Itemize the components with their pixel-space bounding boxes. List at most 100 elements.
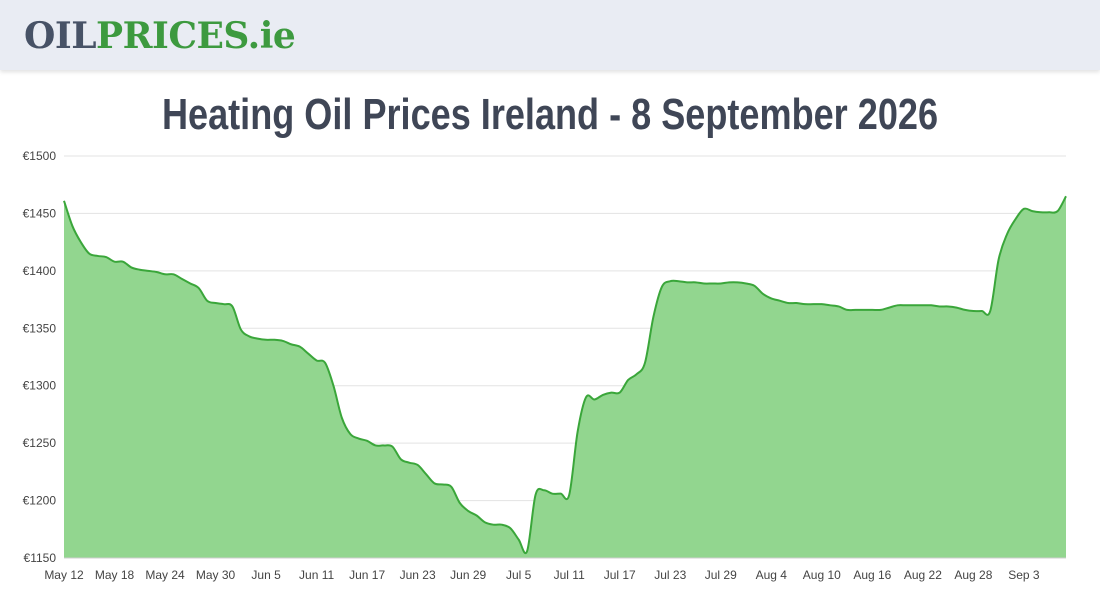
data-point — [736, 280, 740, 284]
data-point — [912, 303, 916, 307]
data-point — [955, 306, 959, 310]
data-point — [592, 397, 596, 401]
data-point — [138, 268, 142, 272]
data-point — [171, 272, 175, 276]
logo-text-prices: PRICES — [96, 15, 248, 57]
data-point — [643, 361, 647, 365]
x-tick-label: Aug 28 — [954, 568, 992, 582]
data-point — [155, 270, 159, 274]
data-point — [744, 281, 748, 285]
data-point — [315, 358, 319, 362]
y-tick-label: €1250 — [23, 436, 57, 450]
logo-text-domain: .ie — [247, 15, 296, 57]
data-point — [778, 299, 782, 303]
data-point — [929, 303, 933, 307]
data-point — [769, 296, 773, 300]
data-point — [256, 337, 260, 341]
data-point — [988, 309, 992, 313]
price-area — [64, 196, 1066, 558]
data-point — [879, 308, 883, 312]
data-point — [635, 372, 639, 376]
data-point — [828, 303, 832, 307]
data-point — [845, 308, 849, 312]
data-point — [618, 391, 622, 395]
data-point — [694, 280, 698, 284]
data-point — [710, 281, 714, 285]
data-point — [660, 285, 664, 289]
data-point — [795, 301, 799, 305]
data-point — [129, 265, 133, 269]
data-point — [222, 302, 226, 306]
x-tick-label: Jun 11 — [299, 568, 334, 582]
data-point — [357, 437, 361, 441]
data-point — [340, 416, 344, 420]
x-tick-label: Jun 17 — [349, 568, 385, 582]
price-line — [63, 195, 1067, 555]
data-point — [601, 393, 605, 397]
data-point — [946, 304, 950, 308]
data-point — [761, 292, 765, 296]
data-point — [576, 430, 580, 434]
data-point — [146, 269, 150, 273]
data-point — [534, 493, 538, 497]
data-point — [837, 304, 841, 308]
data-point — [390, 445, 394, 449]
page-title: Heating Oil Prices Ireland - 8 September… — [161, 90, 939, 139]
y-tick-label: €1150 — [24, 551, 57, 565]
data-point — [559, 492, 563, 496]
data-point — [87, 252, 91, 256]
y-tick-label: €1350 — [23, 321, 57, 335]
data-point — [584, 395, 588, 399]
x-tick-label: Aug 22 — [904, 568, 942, 582]
data-point — [896, 303, 900, 307]
x-tick-label: May 18 — [95, 568, 135, 582]
data-point — [1047, 210, 1051, 214]
data-point — [323, 361, 327, 365]
data-point — [1013, 217, 1017, 221]
x-tick-label: Aug 16 — [853, 568, 891, 582]
data-point — [382, 443, 386, 447]
data-point — [811, 302, 815, 306]
data-point — [971, 309, 975, 313]
data-point — [685, 280, 689, 284]
data-point — [1022, 207, 1026, 211]
data-point — [870, 308, 874, 312]
data-point — [197, 286, 201, 290]
data-point — [1056, 209, 1060, 213]
data-point — [62, 199, 66, 203]
data-point — [1064, 194, 1068, 198]
data-point — [449, 485, 453, 489]
data-point — [70, 224, 74, 228]
data-point — [525, 549, 529, 553]
data-point — [626, 378, 630, 382]
data-point — [904, 303, 908, 307]
x-tick-label: May 12 — [44, 568, 84, 582]
data-point — [803, 302, 807, 306]
data-point — [1005, 232, 1009, 236]
data-point — [331, 384, 335, 388]
data-point — [121, 260, 125, 264]
data-point — [273, 338, 277, 342]
data-point — [980, 309, 984, 313]
data-point — [550, 492, 554, 496]
y-tick-label: €1300 — [23, 379, 57, 393]
data-point — [104, 255, 108, 259]
site-header: OILPRICES.ie — [0, 0, 1100, 70]
x-tick-label: Jul 17 — [604, 568, 636, 582]
data-point — [466, 509, 470, 513]
data-point — [188, 281, 192, 285]
data-point — [214, 301, 218, 305]
data-point — [508, 526, 512, 530]
site-logo[interactable]: OILPRICES.ie — [24, 14, 296, 58]
data-point — [230, 304, 234, 308]
data-point — [963, 308, 967, 312]
data-point — [407, 461, 411, 465]
data-point — [668, 279, 672, 283]
data-point — [264, 338, 268, 342]
data-point — [567, 493, 571, 497]
data-point — [752, 284, 756, 288]
data-point — [938, 304, 942, 308]
data-point — [500, 523, 504, 527]
data-point — [348, 432, 352, 436]
